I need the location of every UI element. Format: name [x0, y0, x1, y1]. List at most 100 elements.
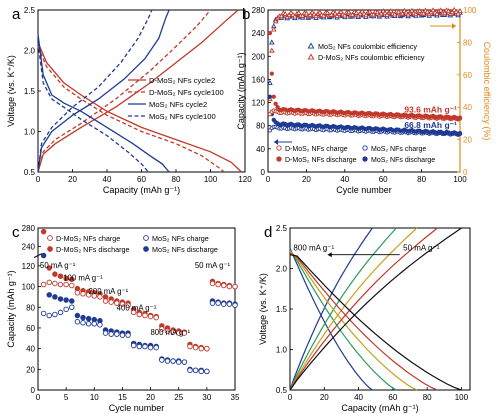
x-tick-label: 20 — [146, 393, 155, 402]
y-axis-label: Voltage (vs. K⁺/K) — [258, 273, 268, 345]
panel-label: d — [264, 224, 272, 241]
y-tick-label: 0 — [31, 386, 36, 395]
x-tick-label: 10 — [90, 393, 99, 402]
data-point — [136, 311, 143, 318]
y-tick-label: 2.0 — [276, 265, 288, 274]
series-line-discharge — [289, 254, 462, 391]
data-point — [85, 315, 92, 322]
legend-entry: MoS₂ NFs discharge — [371, 157, 435, 164]
data-point — [192, 344, 199, 351]
data-point — [52, 280, 58, 287]
panel-label: a — [12, 6, 21, 23]
x-tick-label: 40 — [103, 175, 112, 184]
x-tick-label: 15 — [118, 393, 127, 402]
data-point — [388, 8, 394, 14]
y-tick-label: 160 — [252, 75, 266, 84]
y2-tick-label: 60 — [463, 71, 472, 80]
value-annotation: 93.6 mAh g⁻¹ — [404, 105, 457, 115]
data-point — [451, 6, 458, 12]
series-line-discharge — [37, 42, 242, 173]
data-point — [399, 10, 406, 16]
data-point — [416, 7, 423, 14]
x-tick-label: 35 — [231, 393, 240, 402]
y-tick-label: 1.5 — [24, 87, 36, 96]
data-point — [74, 318, 81, 325]
data-point — [74, 290, 81, 296]
data-point — [378, 10, 385, 16]
legend-entry: D-MoS₂ NFs discharge — [285, 157, 357, 164]
data-point — [455, 10, 461, 16]
data-point — [63, 297, 69, 303]
data-point — [409, 7, 415, 13]
y-tick-label: 1.0 — [24, 128, 36, 137]
x-tick-label: 40 — [354, 393, 363, 402]
series-line-charge — [289, 227, 373, 391]
legend-marker — [47, 246, 53, 252]
data-point — [267, 94, 273, 99]
y-axis-label: Capacity (mAh g⁻¹) — [6, 270, 16, 347]
data-point — [91, 321, 98, 327]
data-point — [69, 298, 75, 304]
data-point — [313, 13, 319, 19]
data-point — [164, 358, 171, 364]
data-point — [457, 115, 463, 120]
y2-axis-label: Coulombic efficiency (%) — [482, 42, 492, 141]
y-tick-label: 120 — [252, 99, 266, 108]
data-point — [437, 7, 444, 13]
data-point — [232, 302, 238, 308]
data-point — [220, 282, 227, 289]
data-point — [108, 299, 114, 305]
data-point — [52, 311, 58, 318]
data-point — [85, 292, 92, 298]
y-tick-label: 1.0 — [276, 346, 288, 355]
data-point — [136, 343, 143, 350]
y-tick-label: 100 — [22, 283, 36, 292]
data-point — [278, 13, 285, 19]
data-point — [457, 130, 463, 136]
rate-label: 200 mA g⁻¹ — [89, 287, 129, 296]
data-point — [142, 343, 148, 350]
data-point — [57, 281, 64, 288]
data-point — [119, 301, 126, 307]
data-point — [295, 9, 302, 15]
y2-tick-label: 0 — [463, 168, 468, 177]
y-tick-label: 20 — [26, 365, 35, 374]
legend-marker — [362, 145, 368, 151]
data-point — [267, 79, 273, 85]
data-point — [391, 11, 398, 17]
x-tick-label: 25 — [174, 393, 183, 402]
data-point — [341, 12, 348, 18]
data-point — [269, 71, 274, 76]
data-point — [374, 9, 381, 15]
x-tick-label: 20 — [320, 393, 329, 402]
data-point — [187, 367, 193, 374]
x-tick-label: 0 — [36, 393, 41, 402]
data-point — [164, 328, 171, 334]
data-point — [181, 330, 188, 336]
data-point — [282, 11, 289, 17]
legend-marker — [276, 145, 282, 151]
data-point — [102, 330, 109, 336]
rate-label: 50 mA g⁻¹ — [195, 261, 231, 270]
data-point — [63, 281, 69, 288]
data-point — [345, 9, 352, 15]
data-point — [395, 8, 402, 14]
data-point — [269, 47, 275, 53]
data-point — [299, 12, 306, 18]
data-point — [153, 344, 159, 351]
y-tick-label: 40 — [256, 145, 265, 154]
rate-label: 400 mA g⁻¹ — [117, 303, 157, 312]
data-point — [130, 342, 137, 349]
x-tick-label: 20 — [68, 175, 77, 184]
legend-entry: D-MoS₂ NFs discharge — [56, 245, 130, 254]
data-point — [102, 298, 109, 304]
x-tick-label: 60 — [379, 175, 388, 184]
data-point — [181, 359, 188, 365]
data-point — [198, 368, 204, 375]
series-line-charge — [37, 9, 153, 173]
data-point — [130, 309, 137, 316]
data-point — [170, 358, 176, 364]
data-point — [147, 344, 154, 351]
data-point — [114, 331, 120, 337]
